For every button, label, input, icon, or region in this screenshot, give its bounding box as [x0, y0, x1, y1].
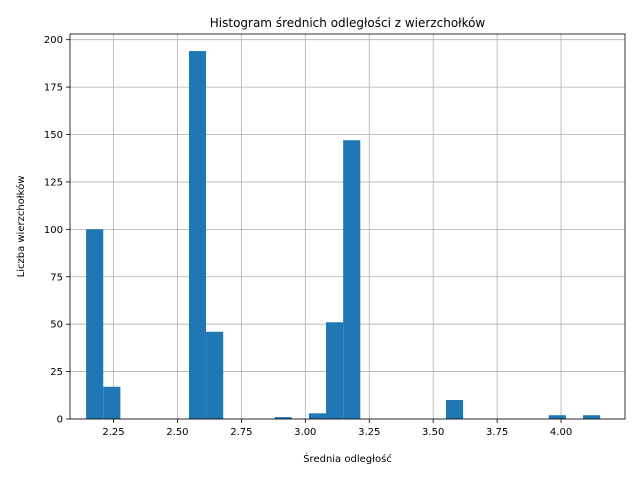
y-tick-label: 25	[50, 367, 63, 378]
x-tick-label: 2.25	[102, 427, 124, 438]
x-tick-label: 3.25	[358, 427, 380, 438]
y-tick-label: 0	[57, 415, 63, 426]
histogram-bar	[308, 413, 327, 419]
histogram-bar	[206, 331, 224, 419]
histogram-bar	[86, 229, 104, 419]
chart-title: Histogram średnich odległości z wierzcho…	[210, 16, 486, 30]
x-tick-label: 2.75	[230, 427, 252, 438]
histogram-bar	[274, 417, 292, 419]
y-axis-label: Liczba wierzchołków	[15, 176, 27, 278]
y-tick-label: 75	[50, 272, 63, 283]
x-tick-label: 3.00	[294, 427, 316, 438]
y-axis-ticks: 0 25 50 75 100 125 150 175 200	[44, 35, 70, 426]
y-tick-label: 200	[44, 35, 63, 46]
histogram-bar	[188, 51, 207, 419]
x-tick-label: 3.50	[422, 427, 444, 438]
y-tick-label: 100	[44, 225, 63, 236]
x-tick-label: 4.00	[550, 427, 572, 438]
histogram-bar	[343, 140, 361, 419]
plot-frame	[69, 33, 626, 420]
histogram-bar	[103, 386, 121, 419]
x-tick-label: 3.75	[486, 427, 508, 438]
bars	[86, 51, 601, 419]
y-tick-label: 150	[44, 130, 63, 141]
histogram-bar	[326, 322, 344, 419]
x-axis-ticks: 2.25 2.50 2.75 3.00 3.25 3.50 3.75 4.00	[102, 419, 572, 438]
histogram-bar	[548, 415, 566, 419]
histogram-bar	[583, 415, 601, 419]
y-tick-label: 175	[44, 83, 63, 94]
x-tick-label: 2.50	[166, 427, 188, 438]
y-tick-label: 125	[44, 177, 63, 188]
y-tick-label: 50	[50, 320, 63, 331]
x-axis-label: Średnia odległość	[303, 452, 392, 465]
histogram-bar	[445, 400, 464, 419]
